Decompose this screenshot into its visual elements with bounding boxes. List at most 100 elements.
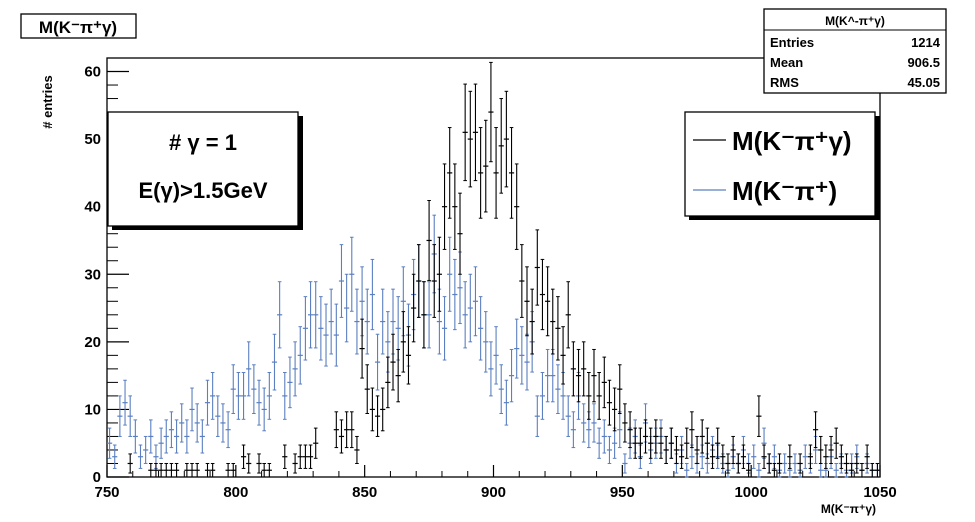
data-point: [565, 395, 571, 437]
data-point: [797, 453, 803, 474]
data-point: [127, 395, 133, 437]
data-point: [864, 444, 870, 469]
data-point: [684, 462, 690, 478]
data-point: [751, 444, 757, 469]
data-point: [570, 411, 576, 449]
data-point: [653, 419, 659, 454]
data-point: [539, 371, 546, 420]
data-point: [297, 444, 303, 469]
data-point: [240, 444, 247, 469]
data-point: [761, 444, 767, 469]
y-tick-label-60: 60: [84, 64, 101, 81]
data-point: [256, 453, 262, 474]
plot-title: M(K⁻π⁺γ): [39, 18, 117, 37]
data-point: [405, 326, 412, 385]
data-point: [467, 273, 473, 343]
data-point: [740, 444, 747, 469]
data-point: [642, 419, 649, 454]
data-point: [349, 411, 355, 449]
cut-photon-count: # γ = 1: [169, 130, 237, 155]
data-point: [586, 371, 592, 420]
data-point: [725, 453, 731, 474]
data-point: [828, 435, 834, 464]
data-point: [328, 288, 334, 355]
data-point: [756, 395, 762, 437]
series-kpigamma: [127, 61, 880, 478]
title-box: M(K⁻π⁺γ): [20, 13, 137, 39]
data-point: [163, 462, 169, 478]
data-point: [498, 364, 504, 415]
data-point: [282, 444, 288, 469]
data-point: [833, 427, 839, 459]
data-point: [539, 258, 546, 331]
data-point: [421, 281, 427, 349]
stats-mean-value: 906.5: [907, 55, 940, 70]
data-point: [550, 288, 556, 355]
data-point: [148, 462, 154, 478]
legend-label-kpi: M(K⁻π⁺): [732, 176, 837, 206]
data-point: [411, 273, 417, 343]
cut-box: # γ = 1 E(γ)>1.5GeV: [107, 111, 303, 230]
x-tick-label-1000: 1000: [734, 484, 767, 501]
data-point: [307, 444, 314, 469]
data-point: [127, 453, 133, 474]
data-point: [333, 411, 339, 449]
data-point: [230, 364, 236, 415]
data-point: [447, 236, 453, 312]
data-point: [117, 395, 123, 437]
data-point: [730, 435, 736, 464]
data-point: [534, 395, 540, 437]
data-point: [679, 444, 685, 469]
data-point: [849, 462, 855, 478]
data-point: [132, 419, 138, 454]
data-point: [122, 379, 128, 426]
data-point: [570, 341, 576, 397]
data-point: [612, 427, 618, 459]
y-tick-label-0: 0: [93, 469, 101, 486]
data-point: [441, 296, 448, 361]
stats-box: M(K^-π⁺γ) Entries 1214 Mean 906.5 RMS 45…: [763, 8, 947, 94]
data-point: [591, 403, 597, 443]
data-point: [823, 444, 829, 469]
data-point: [617, 411, 623, 449]
data-point: [483, 119, 489, 213]
data-point: [240, 371, 247, 420]
data-point: [395, 348, 401, 403]
data-point: [374, 395, 381, 437]
data-point: [158, 462, 164, 478]
data-point: [318, 296, 324, 361]
data-point: [416, 244, 422, 318]
data-point: [782, 453, 788, 474]
data-point: [478, 127, 484, 219]
data-point: [555, 364, 561, 415]
data-point: [715, 427, 721, 459]
data-point: [452, 163, 458, 250]
data-point: [338, 419, 345, 454]
data-point: [519, 326, 525, 385]
data-point: [622, 403, 628, 443]
data-point: [833, 462, 839, 478]
data-point: [581, 403, 587, 443]
data-point: [302, 444, 308, 469]
x-tick-label-800: 800: [223, 484, 248, 501]
data-point: [545, 348, 551, 403]
data-point: [148, 419, 154, 454]
data-point: [292, 341, 298, 397]
data-point: [493, 326, 499, 385]
data-point: [369, 258, 375, 331]
data-point: [292, 453, 298, 474]
data-point: [220, 403, 226, 443]
series-kpi: [107, 214, 880, 478]
data-point: [756, 462, 762, 478]
data-point: [843, 453, 850, 474]
cut-photon-energy: E(γ)>1.5GeV: [138, 178, 267, 203]
data-point: [704, 427, 710, 459]
data-point: [282, 371, 288, 420]
data-point: [338, 244, 345, 318]
data-point: [746, 462, 752, 478]
data-point: [545, 266, 551, 337]
data-point: [431, 244, 437, 318]
data-point: [581, 341, 587, 397]
data-point: [689, 411, 695, 449]
data-point: [189, 462, 195, 478]
